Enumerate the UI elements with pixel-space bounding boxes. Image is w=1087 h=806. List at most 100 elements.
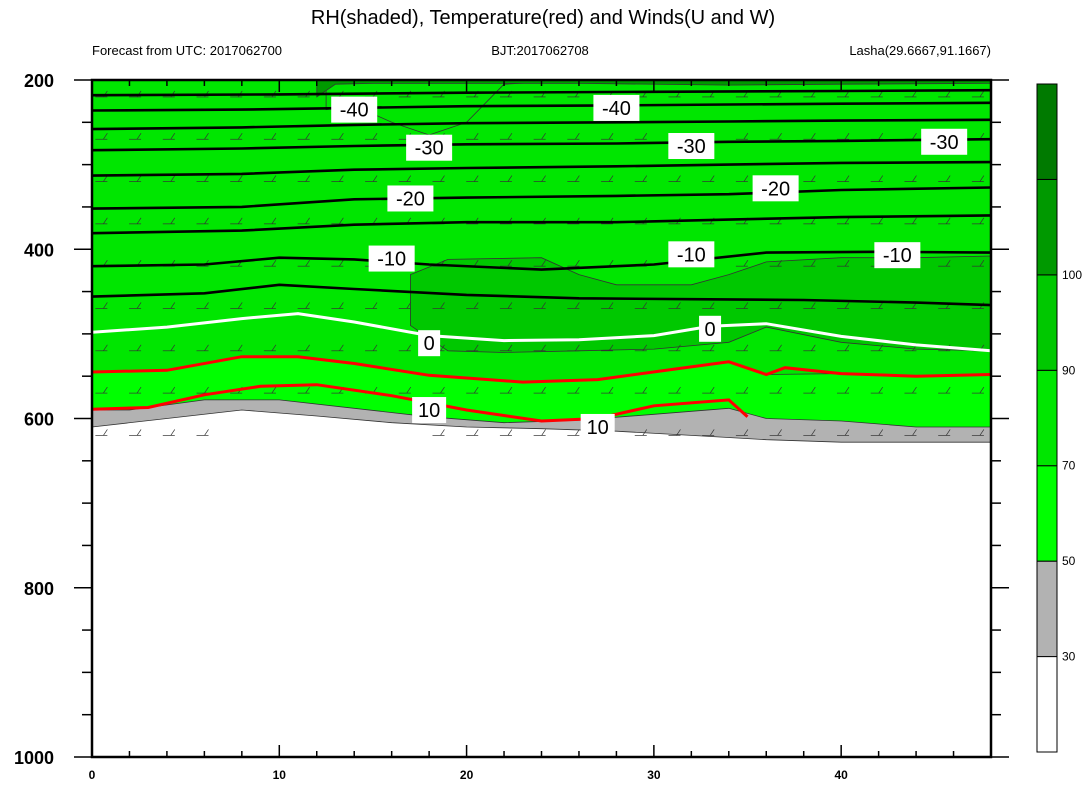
wind-barb-flag (305, 217, 310, 225)
contour-label-6: -20 (752, 175, 799, 202)
wind-barb-flag (844, 133, 850, 140)
temperature-line--15 (92, 214, 991, 235)
colorbar-label: 30 (1062, 650, 1076, 664)
wind-barb-flag (709, 302, 715, 309)
contour-label-13: 10 (580, 413, 615, 440)
colorbar-segment (1036, 560, 1058, 658)
contour-label-2: -30 (406, 134, 453, 161)
rh-region-90-3 (409, 255, 991, 353)
wind-barb-flag (507, 429, 513, 436)
wind-barb-flag (507, 344, 513, 351)
wind-barb-flag (237, 175, 243, 182)
wind-barb-flag (507, 386, 513, 394)
contour-label-layer: -40 -40 -30 -30 -30 -20 -20 -10 -10 -10 0 0 10 10 (331, 94, 968, 440)
contour-label-text: 10 (418, 400, 440, 422)
wind-barb-flag (271, 175, 277, 182)
wind-barb-flag (676, 386, 681, 394)
plot-area: -40 -40 -30 -30 -30 -20 -20 -10 -10 -10 0 0 10 10 (92, 80, 991, 757)
colorbar-label: 90 (1062, 363, 1076, 377)
wind-barb-flag (777, 259, 782, 267)
wind-barb-flag (507, 302, 513, 309)
wind-barb-flag (878, 429, 884, 436)
wind-barb-flag (204, 429, 209, 436)
temperature-line--40 (92, 101, 991, 112)
contour-label-text: -40 (340, 100, 369, 122)
wind-barb-flag (912, 217, 917, 225)
wind-barb-flag (676, 175, 681, 182)
wind-barb-flag (811, 259, 816, 267)
wind-barb-flag (440, 429, 445, 436)
wind-barb-flag (912, 429, 917, 436)
chart-subtitle-left: Forecast from UTC: 2017062700 (92, 43, 282, 58)
wind-barb-flag (844, 217, 850, 225)
wind-barb-flag (878, 302, 884, 309)
y-tick-label: 200 (24, 71, 54, 91)
wind-barb-flag (305, 259, 310, 267)
wind-barb-flag (743, 175, 749, 182)
wind-barb-flag (676, 344, 681, 351)
contour-label-box (418, 330, 441, 357)
contour-label-9: -10 (874, 242, 921, 269)
wind-barb-flag (541, 302, 546, 309)
wind-barb-flag (811, 133, 816, 140)
contour-label-text: -30 (930, 132, 959, 154)
wind-barb-flag (979, 217, 985, 225)
wind-barb-flag (642, 386, 648, 394)
wind-barb-flag (642, 344, 648, 351)
wind-barb-flag (642, 429, 648, 436)
contour-label-box (752, 175, 799, 202)
wind-barb-flag (575, 429, 580, 436)
wind-barb-flag (103, 302, 108, 309)
wind-barb-flag (271, 133, 277, 140)
wind-barb-flag (575, 259, 580, 267)
wind-barb-flag (777, 302, 782, 309)
wind-barb-flag (507, 133, 513, 140)
wind-barb-flag (170, 429, 176, 436)
colorbar-segment (1036, 178, 1058, 276)
wind-barb-flag (608, 344, 614, 351)
contour-label-text: -10 (377, 249, 406, 271)
wind-barb-flag (440, 386, 445, 394)
wind-barb-flag (103, 429, 108, 436)
wind-barb-flag (136, 386, 142, 394)
wind-barb-flag (237, 344, 243, 351)
wind-barb-flag (912, 90, 917, 98)
wind-barb-flag (473, 259, 479, 267)
colorbar-segment (1036, 465, 1058, 562)
wind-barb-flag (642, 302, 648, 309)
wind-barb-flag (878, 344, 884, 351)
wind-barb-flag (575, 386, 580, 394)
wind-barb-flag (945, 429, 951, 436)
wind-barb-flag (204, 344, 209, 351)
contour-label-12: 10 (412, 397, 447, 424)
wind-barb-flag (204, 302, 209, 309)
wind-barb-flag (878, 175, 884, 182)
wind-barb-flag (103, 133, 108, 140)
wind-barb-flag (271, 344, 277, 351)
wind-barb-flag (878, 217, 884, 225)
wind-barb-flag (339, 302, 344, 309)
wind-barb-flag (271, 217, 277, 225)
wind-barb-flag (406, 386, 412, 394)
temperature-line--10 (92, 250, 991, 271)
wind-barb-flag (743, 344, 749, 351)
wind-barb-flag (844, 259, 850, 267)
wind-barb-flag (743, 133, 749, 140)
wind-barb-flag (103, 344, 108, 351)
contour-label-box (699, 315, 722, 342)
wind-barb-flag (170, 386, 176, 394)
contour-label-1: -40 (593, 94, 640, 121)
x-tick-label: 0 (89, 768, 96, 782)
y-tick-label: 600 (24, 410, 54, 430)
contour-label-8: -10 (668, 241, 715, 268)
wind-barb-flag (945, 259, 951, 267)
wind-barb-flag (372, 175, 378, 182)
wind-barb-flag (136, 175, 142, 182)
wind-barb-flag (912, 133, 917, 140)
wind-barb-flag (575, 344, 580, 351)
colorbar: 30 50 70 90 100 (1036, 83, 1082, 753)
contour-label-text: -20 (396, 188, 425, 210)
contour-label-box (368, 245, 415, 272)
colorbar-segment (1036, 83, 1058, 180)
